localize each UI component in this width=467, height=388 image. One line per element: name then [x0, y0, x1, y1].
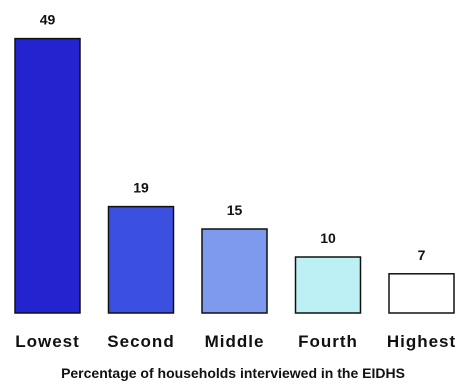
- x-axis-caption: Percentage of households interviewed in …: [61, 365, 405, 381]
- bar-lowest: [14, 37, 81, 314]
- category-label-fourth: Fourth: [298, 332, 358, 351]
- category-label-lowest: Lowest: [15, 332, 80, 351]
- value-label-fourth: 10: [320, 230, 336, 246]
- bar-middle: [201, 228, 268, 314]
- value-label-second: 19: [133, 180, 149, 196]
- bar-second: [107, 205, 175, 314]
- category-label-second: Second: [107, 332, 174, 351]
- bars-group: [14, 37, 455, 314]
- bar-fourth: [294, 256, 362, 314]
- value-labels-group: 49 19 15 10 7: [40, 12, 426, 263]
- value-label-lowest: 49: [40, 12, 56, 28]
- bar-highest: [388, 273, 455, 314]
- category-labels-group: Lowest Second Middle Fourth Highest: [15, 332, 456, 351]
- value-label-middle: 15: [227, 202, 243, 218]
- category-label-middle: Middle: [205, 332, 265, 351]
- category-label-highest: Highest: [387, 332, 456, 351]
- value-label-highest: 7: [418, 247, 426, 263]
